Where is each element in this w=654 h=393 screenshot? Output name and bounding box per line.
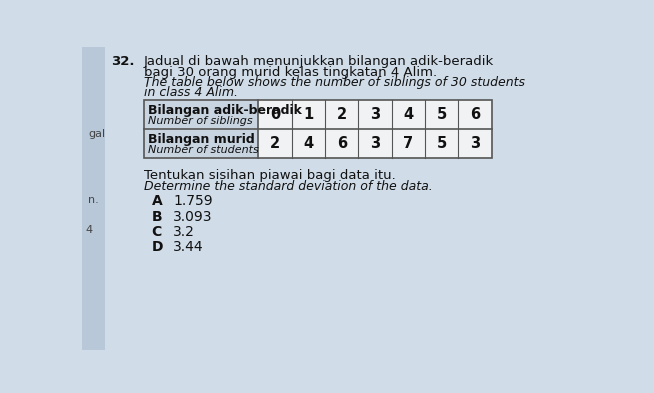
Text: Number of siblings: Number of siblings [148, 116, 253, 126]
Text: 4: 4 [86, 226, 93, 235]
Text: 6: 6 [470, 107, 480, 122]
Text: 5: 5 [437, 107, 447, 122]
Text: 32.: 32. [111, 55, 135, 68]
Text: 3.2: 3.2 [173, 225, 195, 239]
Text: Tentukan sisihan piawai bagi data itu.: Tentukan sisihan piawai bagi data itu. [144, 169, 396, 182]
Text: Determine the standard deviation of the data.: Determine the standard deviation of the … [144, 180, 432, 193]
Text: 7: 7 [404, 136, 413, 151]
Text: 4: 4 [303, 136, 313, 151]
Text: 2: 2 [337, 107, 347, 122]
Text: C: C [152, 225, 162, 239]
Text: Number of students: Number of students [148, 145, 259, 155]
Text: Jadual di bawah menunjukkan bilangan adik-beradik: Jadual di bawah menunjukkan bilangan adi… [144, 55, 494, 68]
Bar [144, 99, 492, 158]
Bar [144, 129, 258, 158]
Text: gal: gal [88, 129, 105, 139]
Bar [258, 99, 492, 158]
Text: 1.759: 1.759 [173, 194, 213, 208]
Text: n.: n. [88, 195, 99, 205]
Text: 2: 2 [270, 136, 280, 151]
Text: 3: 3 [370, 107, 380, 122]
Text: B: B [152, 209, 162, 224]
Text: 0: 0 [270, 107, 280, 122]
Text: Bilangan adik-beradik: Bilangan adik-beradik [148, 104, 302, 117]
Text: 1: 1 [303, 107, 313, 122]
Text: D: D [152, 241, 163, 254]
Bar [144, 99, 258, 129]
Text: in class 4 Alim.: in class 4 Alim. [144, 86, 238, 99]
Text: 5: 5 [437, 136, 447, 151]
Text: 4: 4 [404, 107, 413, 122]
Text: 6: 6 [337, 136, 347, 151]
Text: A: A [152, 194, 162, 208]
Text: Bilangan murid: Bilangan murid [148, 133, 255, 146]
Bar [82, 47, 105, 350]
Text: 3: 3 [370, 136, 380, 151]
Text: 3: 3 [470, 136, 480, 151]
Text: The table below shows the number of siblings of 30 students: The table below shows the number of sibl… [144, 76, 525, 90]
Text: 3.44: 3.44 [173, 241, 204, 254]
Text: bagi 30 orang murid kelas tingkatan 4 Alim.: bagi 30 orang murid kelas tingkatan 4 Al… [144, 66, 437, 79]
Text: 3.093: 3.093 [173, 209, 213, 224]
